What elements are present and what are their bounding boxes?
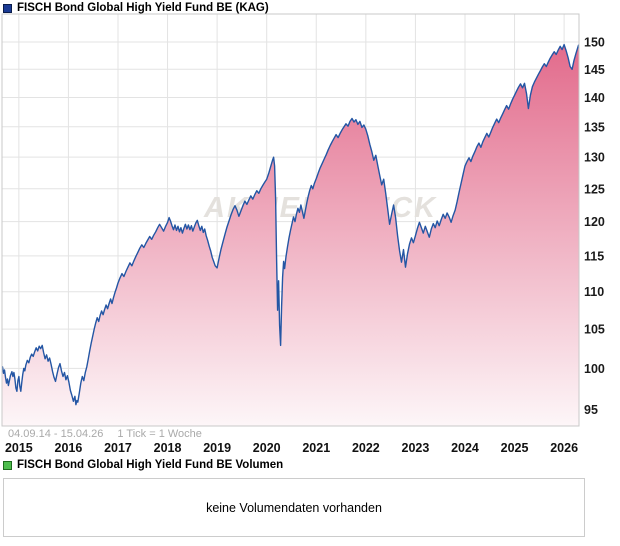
x-axis-label: 2018 — [153, 441, 182, 455]
y-axis-label: 120 — [584, 215, 605, 229]
chart-footer: 04.09.14 - 15.04.26 1 Tick = 1 Woche — [8, 428, 216, 440]
x-axis-label: 2023 — [401, 441, 430, 455]
chart-title: FISCH Bond Global High Yield Fund BE (KA… — [17, 2, 269, 14]
price-legend: FISCH Bond Global High Yield Fund BE (KA… — [3, 2, 269, 14]
x-axis-label: 2016 — [54, 441, 83, 455]
volume-series-marker-icon — [3, 460, 12, 470]
y-axis-label: 115 — [584, 249, 604, 263]
y-axis-label: 145 — [584, 63, 605, 77]
x-axis-label: 2017 — [104, 441, 132, 455]
price-chart[interactable]: AKTIENCHECK95100105110115120125130135140… — [0, 0, 620, 430]
y-axis-label: 130 — [584, 151, 605, 165]
x-axis-label: 2021 — [302, 441, 331, 455]
y-axis-label: 125 — [584, 182, 605, 196]
y-axis-label: 95 — [584, 403, 598, 417]
area-fill — [2, 44, 579, 426]
y-axis-label: 110 — [584, 285, 604, 299]
x-axis-label: 2025 — [500, 441, 529, 455]
x-axis-label: 2022 — [351, 441, 380, 455]
volume-message: keine Volumendaten vorhanden — [206, 500, 382, 515]
plot-border — [1, 13, 580, 427]
x-axis-label: 2024 — [451, 441, 479, 455]
y-axis-label: 140 — [584, 91, 605, 105]
volume-legend: FISCH Bond Global High Yield Fund BE Vol… — [3, 459, 283, 471]
y-axis-label: 100 — [584, 362, 605, 376]
x-axis-label: 2020 — [252, 441, 281, 455]
x-axis-label: 2019 — [203, 441, 232, 455]
tick-info-label: 1 Tick = 1 Woche — [117, 428, 202, 440]
x-axis-label: 2015 — [4, 441, 33, 455]
date-range-label: 04.09.14 - 15.04.26 — [8, 428, 104, 440]
y-axis-label: 105 — [584, 323, 605, 337]
x-axis-label: 2026 — [550, 441, 579, 455]
volume-panel: keine Volumendaten vorhanden — [3, 478, 585, 537]
volume-title: FISCH Bond Global High Yield Fund BE Vol… — [17, 459, 284, 471]
price-line — [1, 43, 580, 406]
y-axis-label: 135 — [584, 120, 605, 134]
y-axis-label: 150 — [584, 35, 605, 49]
price-series-marker-icon — [3, 3, 12, 13]
